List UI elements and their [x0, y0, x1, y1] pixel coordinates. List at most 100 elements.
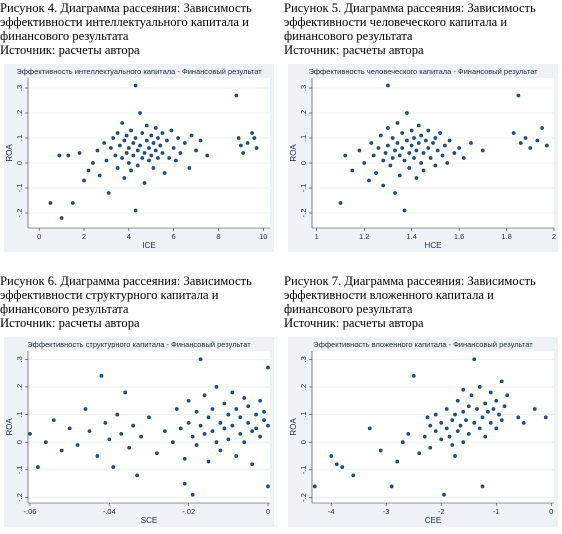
data-point	[477, 426, 482, 431]
data-point	[409, 128, 414, 133]
y-tick-label: 0	[15, 161, 24, 165]
data-point	[135, 473, 139, 478]
data-point	[395, 459, 400, 464]
caption-line: финансового результата	[0, 29, 129, 43]
data-point	[250, 429, 255, 434]
data-point	[178, 426, 183, 431]
data-point	[238, 415, 243, 420]
data-point	[528, 146, 533, 150]
y-tick-label: -.2	[299, 493, 308, 502]
y-tick-label: -.1	[15, 465, 24, 474]
data-point	[406, 432, 411, 436]
scatter-chart-ice: Эффективность интеллектуального капитала…	[4, 64, 274, 252]
scatter-plot-svg: Эффективность структурного капитала - Фи…	[5, 340, 270, 525]
data-point	[405, 111, 409, 115]
data-point	[214, 385, 219, 389]
data-point	[254, 146, 259, 150]
data-point	[497, 412, 501, 417]
data-point	[426, 146, 431, 150]
data-point	[133, 136, 138, 140]
data-point	[458, 423, 463, 428]
data-point	[194, 148, 198, 153]
data-point	[466, 404, 471, 409]
x-axis-label: HCE	[425, 241, 442, 250]
data-point	[169, 128, 174, 133]
data-point	[376, 146, 381, 150]
data-point	[416, 141, 421, 145]
data-point	[87, 429, 92, 434]
caption-line: Источник: расчеты автора	[284, 316, 424, 330]
data-point	[135, 163, 140, 168]
y-tick-label: .1	[15, 135, 24, 141]
data-point	[389, 484, 394, 489]
data-point	[367, 426, 372, 431]
data-point	[469, 393, 474, 398]
x-tick-label: 6	[172, 232, 176, 241]
data-point	[186, 398, 191, 403]
data-point	[412, 136, 416, 140]
data-point	[488, 420, 493, 425]
data-point	[144, 138, 149, 143]
data-point	[381, 183, 386, 188]
data-point	[423, 138, 428, 143]
data-point	[461, 440, 466, 445]
data-point	[400, 146, 405, 150]
data-point	[400, 131, 405, 135]
data-point	[488, 390, 493, 395]
x-axis-label: SCE	[141, 516, 157, 525]
data-point	[475, 407, 479, 411]
figure-caption: Рисунок 7. Диаграмма рассеяния: Зависимо…	[284, 274, 536, 330]
data-point	[236, 136, 241, 140]
data-point	[126, 161, 131, 165]
data-point	[147, 415, 151, 420]
y-tick-label: .1	[299, 411, 308, 417]
data-point	[109, 146, 113, 150]
y-tick-label: -.2	[299, 209, 308, 218]
data-point	[455, 429, 460, 434]
data-point	[338, 201, 343, 205]
data-point	[218, 420, 223, 425]
data-point	[407, 166, 412, 170]
data-point	[402, 208, 407, 213]
figure-caption: Рисунок 5. Диаграмма рассеяния: Зависимо…	[284, 1, 536, 57]
data-point	[407, 151, 412, 155]
data-point	[189, 133, 194, 138]
data-point	[142, 181, 147, 185]
y-tick-label: .3	[15, 356, 24, 362]
y-tick-label: .1	[15, 411, 24, 417]
data-point	[174, 407, 179, 411]
plot-area	[28, 78, 270, 228]
data-point	[218, 448, 223, 453]
data-point	[419, 161, 424, 165]
data-point	[139, 434, 143, 439]
caption-line: эффективности интеллектуального капитала…	[0, 15, 249, 29]
data-point	[250, 462, 255, 467]
data-point	[135, 148, 140, 153]
data-point	[329, 454, 334, 458]
data-point	[469, 141, 473, 145]
data-point	[138, 111, 142, 115]
data-point	[238, 143, 243, 148]
data-point	[523, 136, 528, 140]
data-point	[393, 191, 397, 195]
data-point	[186, 420, 191, 425]
data-point	[70, 201, 75, 205]
data-point	[83, 407, 88, 411]
data-point	[234, 454, 239, 458]
caption-line: Рисунок 7. Диаграмма рассеяния: Зависимо…	[284, 274, 536, 288]
caption-line: финансового результата	[284, 29, 413, 43]
data-point	[117, 143, 122, 148]
data-point	[433, 412, 438, 417]
data-point	[111, 136, 116, 140]
data-point	[540, 126, 545, 130]
data-point	[425, 415, 430, 420]
data-point	[138, 143, 142, 148]
data-point	[266, 365, 270, 370]
data-point	[483, 434, 488, 439]
data-point	[149, 133, 154, 138]
data-point	[453, 412, 457, 417]
data-point	[133, 83, 138, 88]
data-point	[411, 373, 416, 378]
data-point	[155, 451, 159, 456]
data-point	[350, 168, 355, 173]
